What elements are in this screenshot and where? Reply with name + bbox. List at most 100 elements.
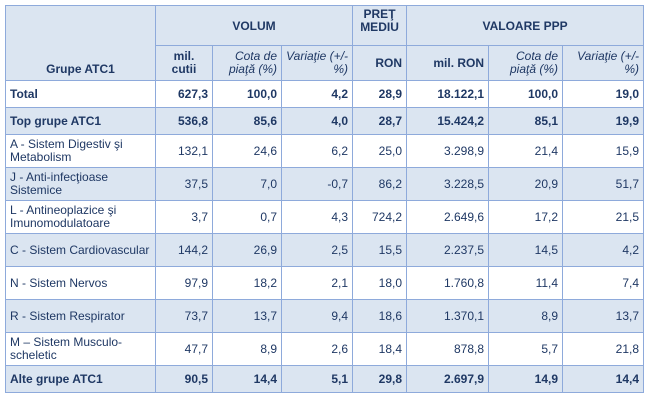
cell-volume-share: 100,0 bbox=[212, 80, 282, 108]
cell-value: 18.122,1 bbox=[406, 80, 490, 108]
cell-volume-variation: 2,1 bbox=[280, 266, 354, 300]
subheader-val-units: mil. RON bbox=[406, 45, 490, 81]
cell-volume-variation: 4,0 bbox=[280, 107, 354, 135]
cell-volume-variation: 6,2 bbox=[280, 134, 354, 168]
cell-volume-variation: 2,5 bbox=[280, 233, 354, 267]
cell-price: 18,0 bbox=[352, 266, 408, 300]
row-name: N - Sistem Nervos bbox=[5, 266, 156, 300]
row-name: Alte grupe ATC1 bbox=[5, 365, 156, 393]
cell-volume-variation: -0,7 bbox=[280, 167, 354, 201]
cell-price: 18,6 bbox=[352, 299, 408, 333]
subheader-vol-share: Cota de piaţă (%) bbox=[212, 45, 282, 81]
subheader-vol-var: Variaţie (+/- %) bbox=[280, 45, 354, 81]
cell-value-variation: 19,9 bbox=[562, 107, 645, 135]
cell-value-share: 85,1 bbox=[488, 107, 564, 135]
cell-volume: 97,9 bbox=[155, 266, 213, 300]
row-name: Total bbox=[5, 80, 156, 108]
table-row: Alte grupe ATC1 90,5 14,4 5,1 29,8 2.697… bbox=[5, 365, 645, 393]
cell-volume-variation: 4,2 bbox=[280, 80, 354, 108]
cell-value-variation: 21,8 bbox=[562, 332, 645, 366]
cell-value: 1.760,8 bbox=[406, 266, 490, 300]
table-row: J - Anti-infecţioase Sistemice 37,5 7,0 … bbox=[5, 167, 645, 201]
cell-volume: 132,1 bbox=[155, 134, 213, 168]
cell-value-variation: 7,4 bbox=[562, 266, 645, 300]
header-valoare: VALOARE PPP bbox=[406, 5, 645, 46]
cell-price: 18,4 bbox=[352, 332, 408, 366]
subheader-price-unit: RON bbox=[352, 45, 408, 81]
cell-value-share: 20,9 bbox=[488, 167, 564, 201]
table-header: Grupe ATC1 VOLUM PREŢ MEDIU VALOARE PPP … bbox=[5, 5, 645, 81]
cell-price: 724,2 bbox=[352, 200, 408, 234]
cell-volume-share: 13,7 bbox=[212, 299, 282, 333]
header-volum: VOLUM bbox=[154, 5, 354, 46]
cell-price: 25,0 bbox=[352, 134, 408, 168]
cell-volume-share: 18,2 bbox=[212, 266, 282, 300]
cell-value-share: 100,0 bbox=[488, 80, 564, 108]
cell-value-variation: 14,4 bbox=[562, 365, 645, 393]
atc-groups-table: Grupe ATC1 VOLUM PREŢ MEDIU VALOARE PPP … bbox=[5, 5, 645, 393]
cell-volume-share: 24,6 bbox=[212, 134, 282, 168]
cell-value-variation: 51,7 bbox=[562, 167, 645, 201]
cell-volume-share: 14,4 bbox=[212, 365, 282, 393]
table-row: N - Sistem Nervos 97,9 18,2 2,1 18,0 1.7… bbox=[5, 266, 645, 300]
cell-value-variation: 13,7 bbox=[562, 299, 645, 333]
cell-value: 2.649,6 bbox=[406, 200, 490, 234]
table-row: A - Sistem Digestiv şi Metabolism 132,1 … bbox=[5, 134, 645, 168]
cell-value: 2.237,5 bbox=[406, 233, 490, 267]
cell-value-share: 21,4 bbox=[488, 134, 564, 168]
cell-price: 28,9 bbox=[352, 80, 408, 108]
row-name: C - Sistem Cardiovascular bbox=[5, 233, 156, 267]
cell-volume-share: 0,7 bbox=[212, 200, 282, 234]
subheader-val-share: Cota de piaţă (%) bbox=[488, 45, 564, 81]
cell-volume-variation: 4,3 bbox=[280, 200, 354, 234]
cell-volume: 90,5 bbox=[155, 365, 213, 393]
cell-price: 29,8 bbox=[352, 365, 408, 393]
cell-volume-share: 8,9 bbox=[212, 332, 282, 366]
cell-value-variation: 21,5 bbox=[562, 200, 645, 234]
row-name: Top grupe ATC1 bbox=[5, 107, 156, 135]
table-body: Total 627,3 100,0 4,2 28,9 18.122,1 100,… bbox=[5, 80, 645, 393]
table-row: M – Sistem Musculo-scheletic 47,7 8,9 2,… bbox=[5, 332, 645, 366]
cell-volume-variation: 2,6 bbox=[280, 332, 354, 366]
cell-price: 28,7 bbox=[352, 107, 408, 135]
cell-volume: 37,5 bbox=[155, 167, 213, 201]
table-row: Total 627,3 100,0 4,2 28,9 18.122,1 100,… bbox=[5, 80, 645, 108]
cell-volume-variation: 5,1 bbox=[280, 365, 354, 393]
cell-value-share: 8,9 bbox=[488, 299, 564, 333]
cell-volume: 73,7 bbox=[155, 299, 213, 333]
cell-value-variation: 4,2 bbox=[562, 233, 645, 267]
cell-value: 878,8 bbox=[406, 332, 490, 366]
cell-volume: 627,3 bbox=[155, 80, 213, 108]
cell-volume-share: 7,0 bbox=[212, 167, 282, 201]
row-name: A - Sistem Digestiv şi Metabolism bbox=[5, 134, 156, 168]
cell-value: 2.697,9 bbox=[406, 365, 490, 393]
cell-price: 15,5 bbox=[352, 233, 408, 267]
table-row: R - Sistem Respirator 73,7 13,7 9,4 18,6… bbox=[5, 299, 645, 333]
cell-volume: 144,2 bbox=[155, 233, 213, 267]
cell-volume: 536,8 bbox=[155, 107, 213, 135]
cell-volume-share: 85,6 bbox=[212, 107, 282, 135]
subheader-val-var: Variaţie (+/- %) bbox=[562, 45, 645, 81]
cell-value: 15.424,2 bbox=[406, 107, 490, 135]
cell-value: 1.370,1 bbox=[406, 299, 490, 333]
table-row: C - Sistem Cardiovascular 144,2 26,9 2,5… bbox=[5, 233, 645, 267]
cell-value-variation: 19,0 bbox=[562, 80, 645, 108]
cell-volume-share: 26,9 bbox=[212, 233, 282, 267]
cell-volume: 47,7 bbox=[155, 332, 213, 366]
cell-volume: 3,7 bbox=[155, 200, 213, 234]
subheader-vol-units: mil. cutii bbox=[155, 45, 213, 81]
row-name: L - Antineoplazice şi Imunomodulatoare bbox=[5, 200, 156, 234]
row-name: J - Anti-infecţioase Sistemice bbox=[5, 167, 156, 201]
header-group: Grupe ATC1 bbox=[5, 5, 156, 81]
row-name: R - Sistem Respirator bbox=[5, 299, 156, 333]
row-name: M – Sistem Musculo-scheletic bbox=[5, 332, 156, 366]
cell-value: 3.298,9 bbox=[406, 134, 490, 168]
cell-value-share: 5,7 bbox=[488, 332, 564, 366]
cell-value-share: 14,5 bbox=[488, 233, 564, 267]
cell-value-share: 11,4 bbox=[488, 266, 564, 300]
cell-value-share: 17,2 bbox=[488, 200, 564, 234]
cell-value: 3.228,5 bbox=[406, 167, 490, 201]
cell-value-share: 14,9 bbox=[488, 365, 564, 393]
cell-volume-variation: 9,4 bbox=[280, 299, 354, 333]
table-row: Top grupe ATC1 536,8 85,6 4,0 28,7 15.42… bbox=[5, 107, 645, 135]
